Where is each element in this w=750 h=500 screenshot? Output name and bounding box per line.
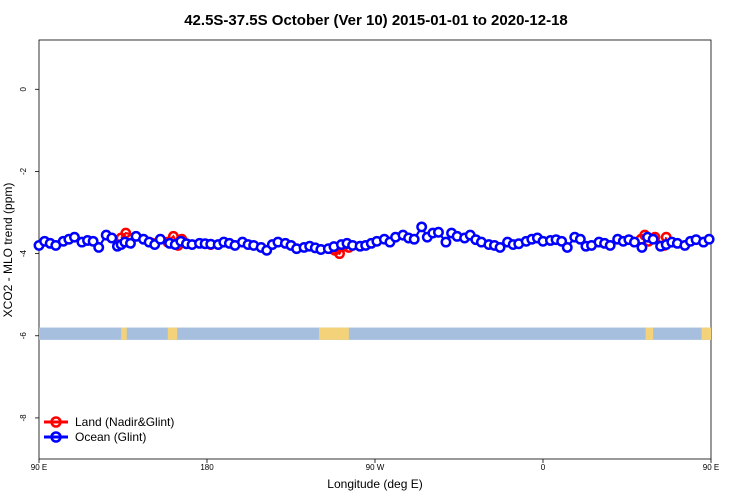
y-axis-label: XCO2 - MLO trend (ppm) [1,183,15,318]
ocean-point [125,237,136,249]
ocean-point [154,233,166,245]
ocean-point [416,221,428,233]
ocean-point [636,241,648,253]
ocean-point [604,239,616,251]
y-tick-label: -2 [19,167,28,175]
legend-marker-ocean [50,431,62,443]
y-tick-label: -4 [19,250,28,258]
land-strip-segment [701,327,711,340]
land-strip-segment [319,327,349,340]
y-tick-label: -8 [19,414,28,422]
ocean-point [408,233,420,245]
x-tick-label: 180 [200,463,214,472]
y-axis: 0 -2 -4 -6 -8 [19,87,39,422]
legend-item-land: Land (Nadir&Glint) [44,415,174,429]
surface-type-strip [39,327,711,340]
x-axis-label: Longitude (deg E) [327,477,422,491]
x-tick-label: 90 W [366,463,385,472]
ocean-point [69,231,80,243]
legend-item-ocean: Ocean (Glint) [44,430,146,444]
ocean-point [93,241,105,253]
x-tick-label: 90 E [703,463,719,472]
legend-marker-land [50,416,62,428]
legend-label-ocean: Ocean (Glint) [75,430,146,444]
ocean-point [574,233,586,245]
land-strip-segment [167,327,178,340]
land-strip-segment [121,327,127,340]
legend-label-land: Land (Nadir&Glint) [75,415,174,429]
x-tick-label: 0 [541,463,546,472]
land-strip-segment [645,327,654,340]
chart-title: 42.5S-37.5S October (Ver 10) 2015-01-01 … [184,12,568,29]
series-layer [33,221,715,260]
ocean-point [703,233,715,245]
x-tick-label: 90 E [31,463,47,472]
ocean-point [561,241,573,253]
ocean-point [494,241,506,253]
ocean-point [106,232,118,244]
y-tick-label: 0 [19,87,28,92]
ocean-point [629,236,640,248]
y-tick-label: -6 [19,332,28,340]
ocean-strip [39,327,711,340]
ocean-point [440,236,452,248]
x-axis: 90 E 180 90 W 0 90 E [31,459,719,472]
ocean-point [433,226,444,238]
legend: Land (Nadir&Glint) Ocean (Glint) [44,415,174,444]
ocean-point [647,233,659,245]
